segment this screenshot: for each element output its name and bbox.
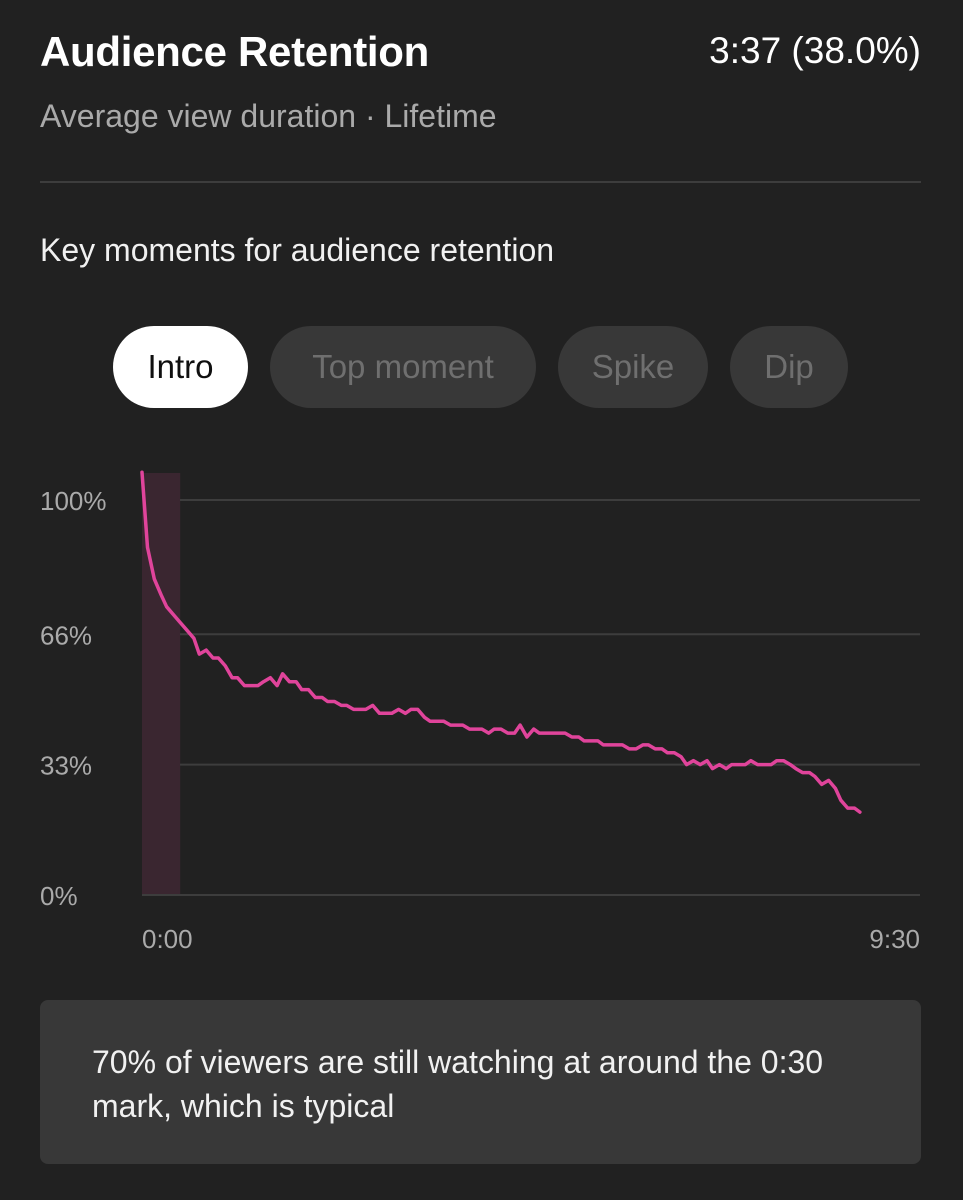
y-tick-label: 66% bbox=[40, 620, 92, 650]
retention-chart: 100% 66% 33% 0% 0:00 9:30 bbox=[0, 455, 963, 975]
insight-text: 70% of viewers are still watching at aro… bbox=[92, 1044, 824, 1124]
chip-dip[interactable]: Dip bbox=[730, 326, 848, 408]
chip-spike[interactable]: Spike bbox=[558, 326, 708, 408]
x-tick-label-start: 0:00 bbox=[142, 924, 193, 954]
divider bbox=[40, 181, 921, 183]
y-tick-label: 0% bbox=[40, 881, 78, 911]
retention-line bbox=[140, 470, 862, 814]
page-title: Audience Retention bbox=[40, 28, 429, 75]
chip-intro[interactable]: Intro bbox=[113, 326, 248, 408]
page-subtitle: Average view duration · Lifetime bbox=[40, 98, 497, 134]
chip-top-moment[interactable]: Top moment bbox=[270, 326, 536, 408]
average-view-duration-value: 3:37 (38.0%) bbox=[709, 30, 921, 71]
y-tick-label: 100% bbox=[40, 486, 107, 516]
insight-card: 70% of viewers are still watching at aro… bbox=[40, 1000, 921, 1164]
key-moments-title: Key moments for audience retention bbox=[40, 232, 555, 268]
header: Audience Retention 3:37 (38.0%) bbox=[40, 24, 921, 84]
y-tick-label: 33% bbox=[40, 751, 92, 781]
retention-chart-svg: 100% 66% 33% 0% 0:00 9:30 bbox=[40, 470, 920, 954]
x-tick-label-end: 9:30 bbox=[869, 924, 920, 954]
